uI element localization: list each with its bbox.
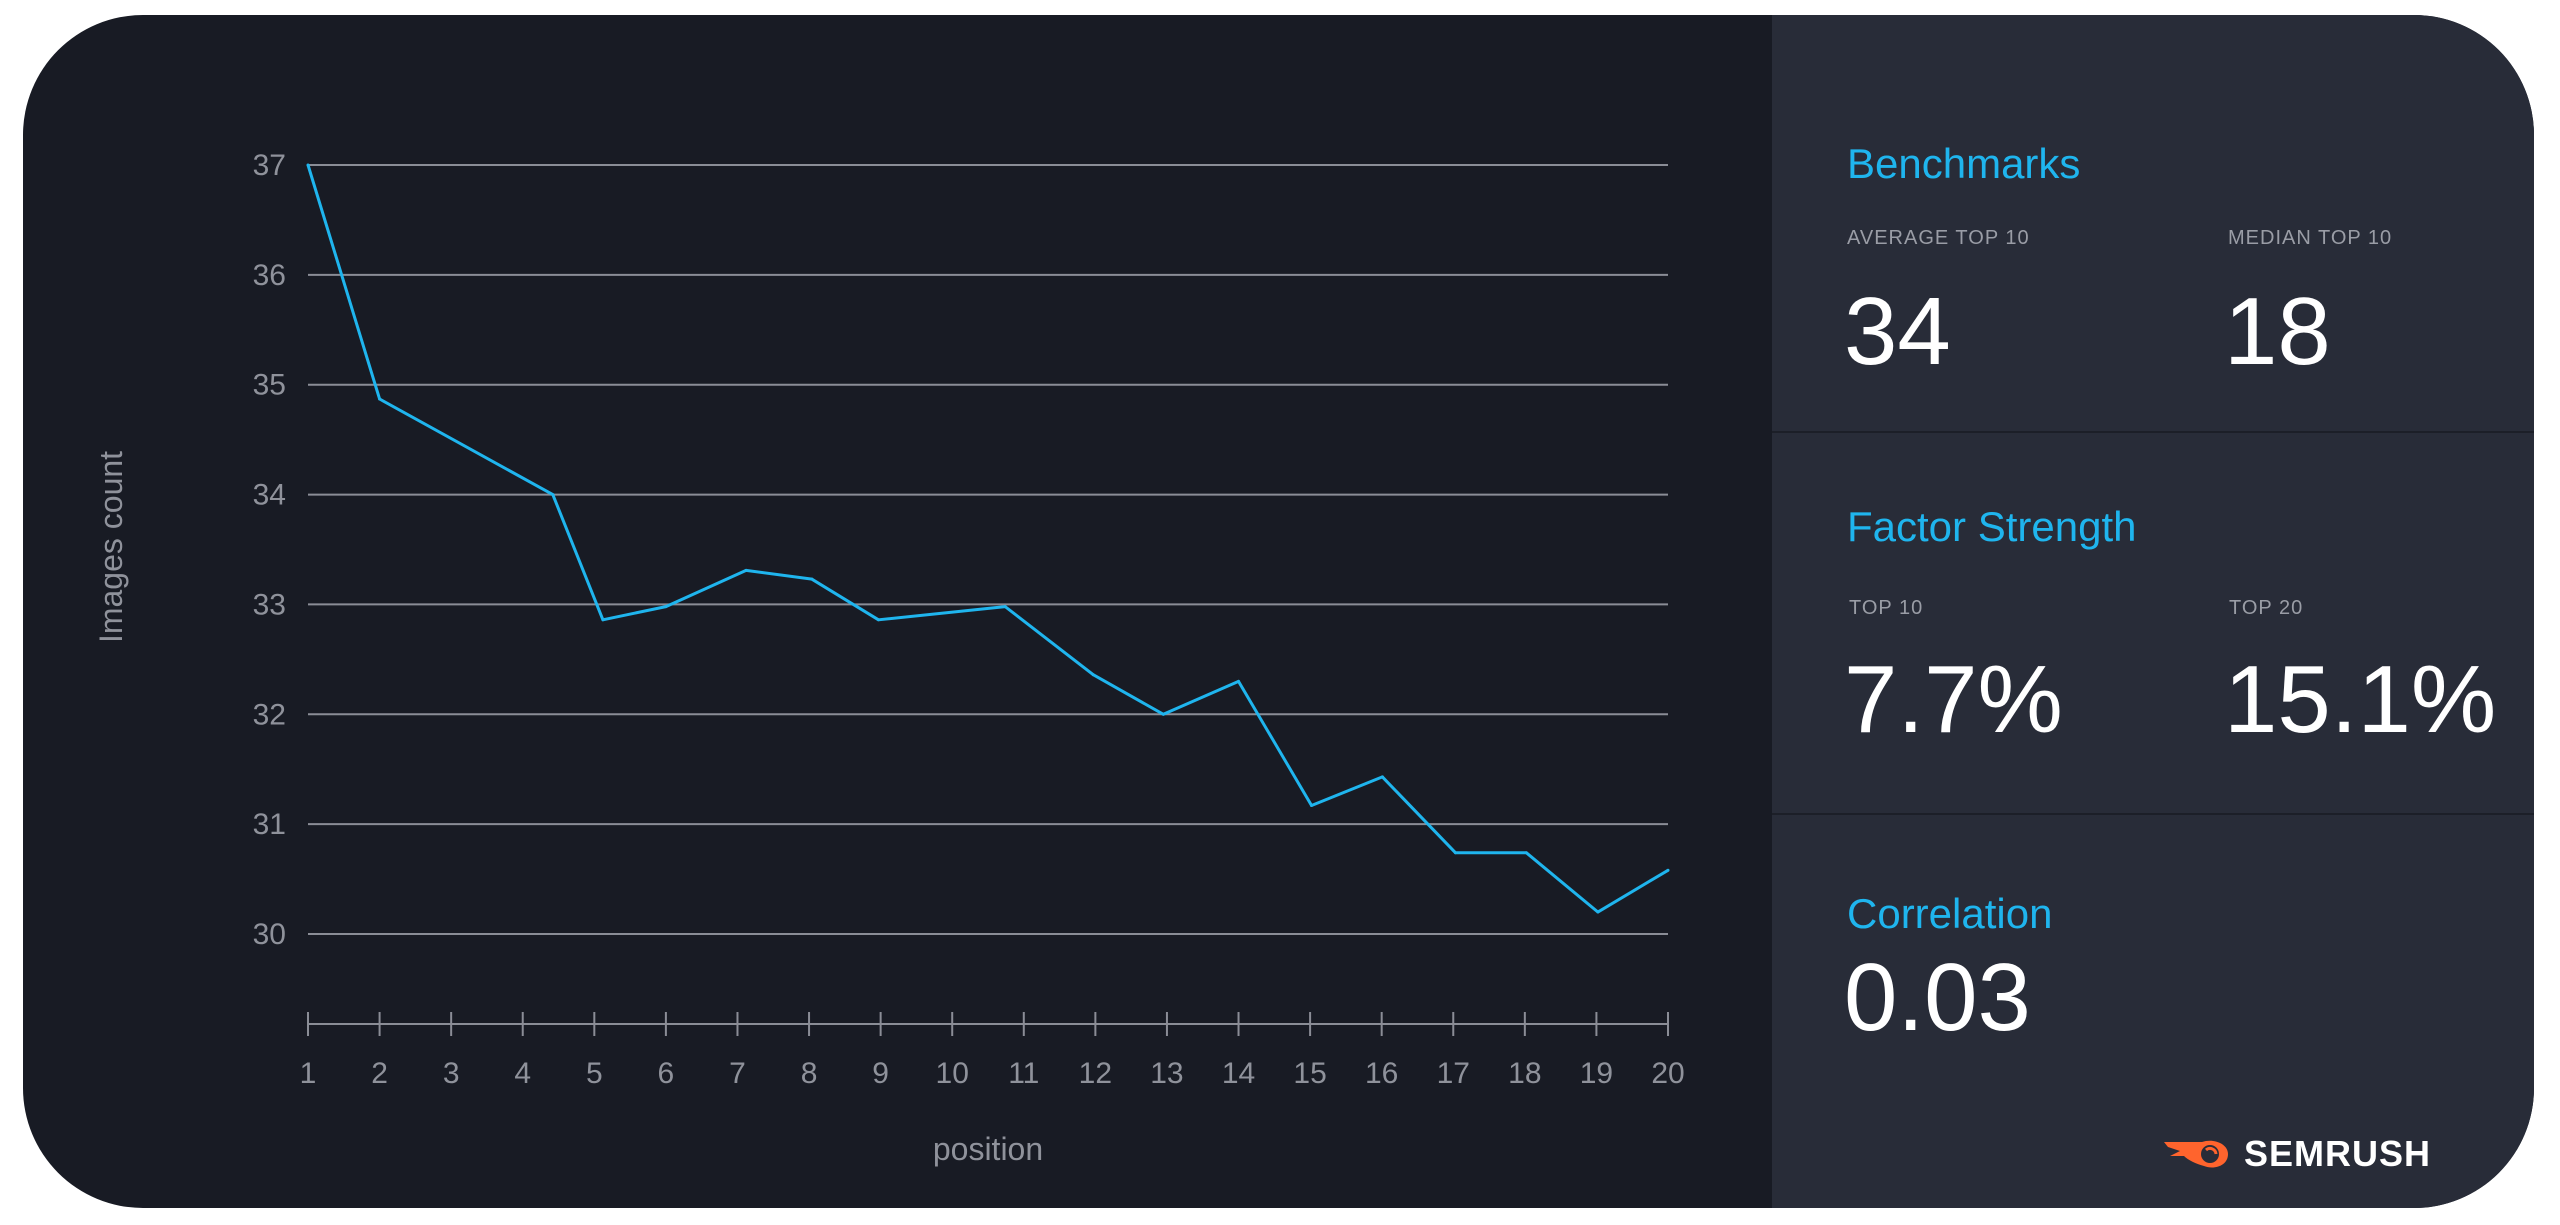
data-point — [306, 163, 310, 167]
y-tick-label: 31 — [253, 808, 286, 841]
median-top10-value: 18 — [2224, 278, 2331, 385]
top20-label: TOP 20 — [2229, 597, 2304, 619]
x-tick-label: 3 — [443, 1057, 460, 1090]
x-tick-label: 9 — [872, 1057, 889, 1090]
x-tick-label: 7 — [729, 1057, 746, 1090]
x-tick-label: 19 — [1580, 1057, 1613, 1090]
data-point — [664, 605, 668, 609]
x-tick-label: 13 — [1150, 1057, 1183, 1090]
data-point — [378, 397, 382, 401]
data-point — [1524, 851, 1528, 855]
x-tick-label: 11 — [1008, 1057, 1039, 1090]
data-point — [1091, 673, 1095, 677]
x-tick-label: 2 — [371, 1057, 388, 1090]
average-top10-value: 34 — [1844, 278, 1951, 385]
median-top10-label: MEDIAN TOP 10 — [2228, 227, 2393, 249]
data-point — [551, 493, 555, 497]
data-point — [1453, 851, 1457, 855]
x-tick-label: 15 — [1293, 1057, 1326, 1090]
correlation-value: 0.03 — [1844, 944, 2031, 1051]
x-tick-label: 6 — [658, 1057, 675, 1090]
x-tick-label: 10 — [936, 1057, 969, 1090]
data-point — [1310, 803, 1314, 807]
semrush-flame-icon — [2164, 1140, 2228, 1168]
stats-panel: Benchmarks AVERAGE TOP 10 34 MEDIAN TOP … — [1772, 15, 2534, 1208]
average-top10-label: AVERAGE TOP 10 — [1847, 227, 2030, 249]
data-point — [1380, 775, 1384, 779]
x-axis-title: position — [933, 1131, 1043, 1167]
y-tick-label: 36 — [253, 259, 286, 292]
data-point — [1161, 712, 1165, 716]
data-point — [1666, 868, 1670, 872]
y-tick-label: 34 — [253, 479, 286, 512]
y-tick-label: 30 — [253, 918, 286, 951]
top10-value: 7.7% — [1844, 646, 2063, 753]
y-axis-title: Images count — [93, 451, 129, 643]
factor-strength-section: Factor Strength TOP 10 7.7% TOP 20 15.1% — [1772, 433, 2534, 815]
benchmarks-title: Benchmarks — [1847, 140, 2081, 187]
data-point — [810, 577, 814, 581]
semrush-logo: SEMRUSH — [2162, 1133, 2431, 1175]
benchmarks-section: Benchmarks AVERAGE TOP 10 34 MEDIAN TOP … — [1772, 15, 2534, 433]
x-tick-label: 14 — [1222, 1057, 1255, 1090]
factor-strength-title: Factor Strength — [1847, 503, 2137, 550]
chart-card: 30 31 32 33 34 35 36 37 1 2 3 4 5 6 7 8 9 10 11 12 13 14 15 16 1… — [23, 15, 2534, 1208]
x-tick-label: 17 — [1437, 1057, 1470, 1090]
correlation-title: Correlation — [1847, 890, 2053, 937]
x-tick-label: 5 — [586, 1057, 603, 1090]
y-tick-label: 35 — [253, 369, 286, 402]
y-tick-label: 33 — [253, 588, 286, 621]
y-tick-label: 32 — [253, 698, 286, 731]
top10-label: TOP 10 — [1849, 597, 1924, 619]
correlation-section: Correlation 0.03 — [1772, 815, 2534, 1208]
data-point — [601, 618, 605, 622]
x-tick-label: 18 — [1508, 1057, 1541, 1090]
semrush-wordmark: SEMRUSH — [2244, 1133, 2432, 1174]
y-tick-label: 37 — [253, 149, 286, 182]
data-point — [1237, 679, 1241, 683]
x-tick-label: 16 — [1365, 1057, 1398, 1090]
data-point — [876, 618, 880, 622]
data-point — [1596, 910, 1600, 914]
x-tick-label: 1 — [300, 1057, 317, 1090]
x-tick-label: 12 — [1079, 1057, 1112, 1090]
data-point — [1003, 605, 1007, 609]
top20-value: 15.1% — [2224, 646, 2497, 753]
x-tick-label: 4 — [514, 1057, 531, 1090]
series-line-images-count — [306, 164, 1669, 914]
data-point — [744, 568, 748, 572]
x-tick-label: 8 — [801, 1057, 818, 1090]
x-tick-label: 20 — [1651, 1057, 1684, 1090]
